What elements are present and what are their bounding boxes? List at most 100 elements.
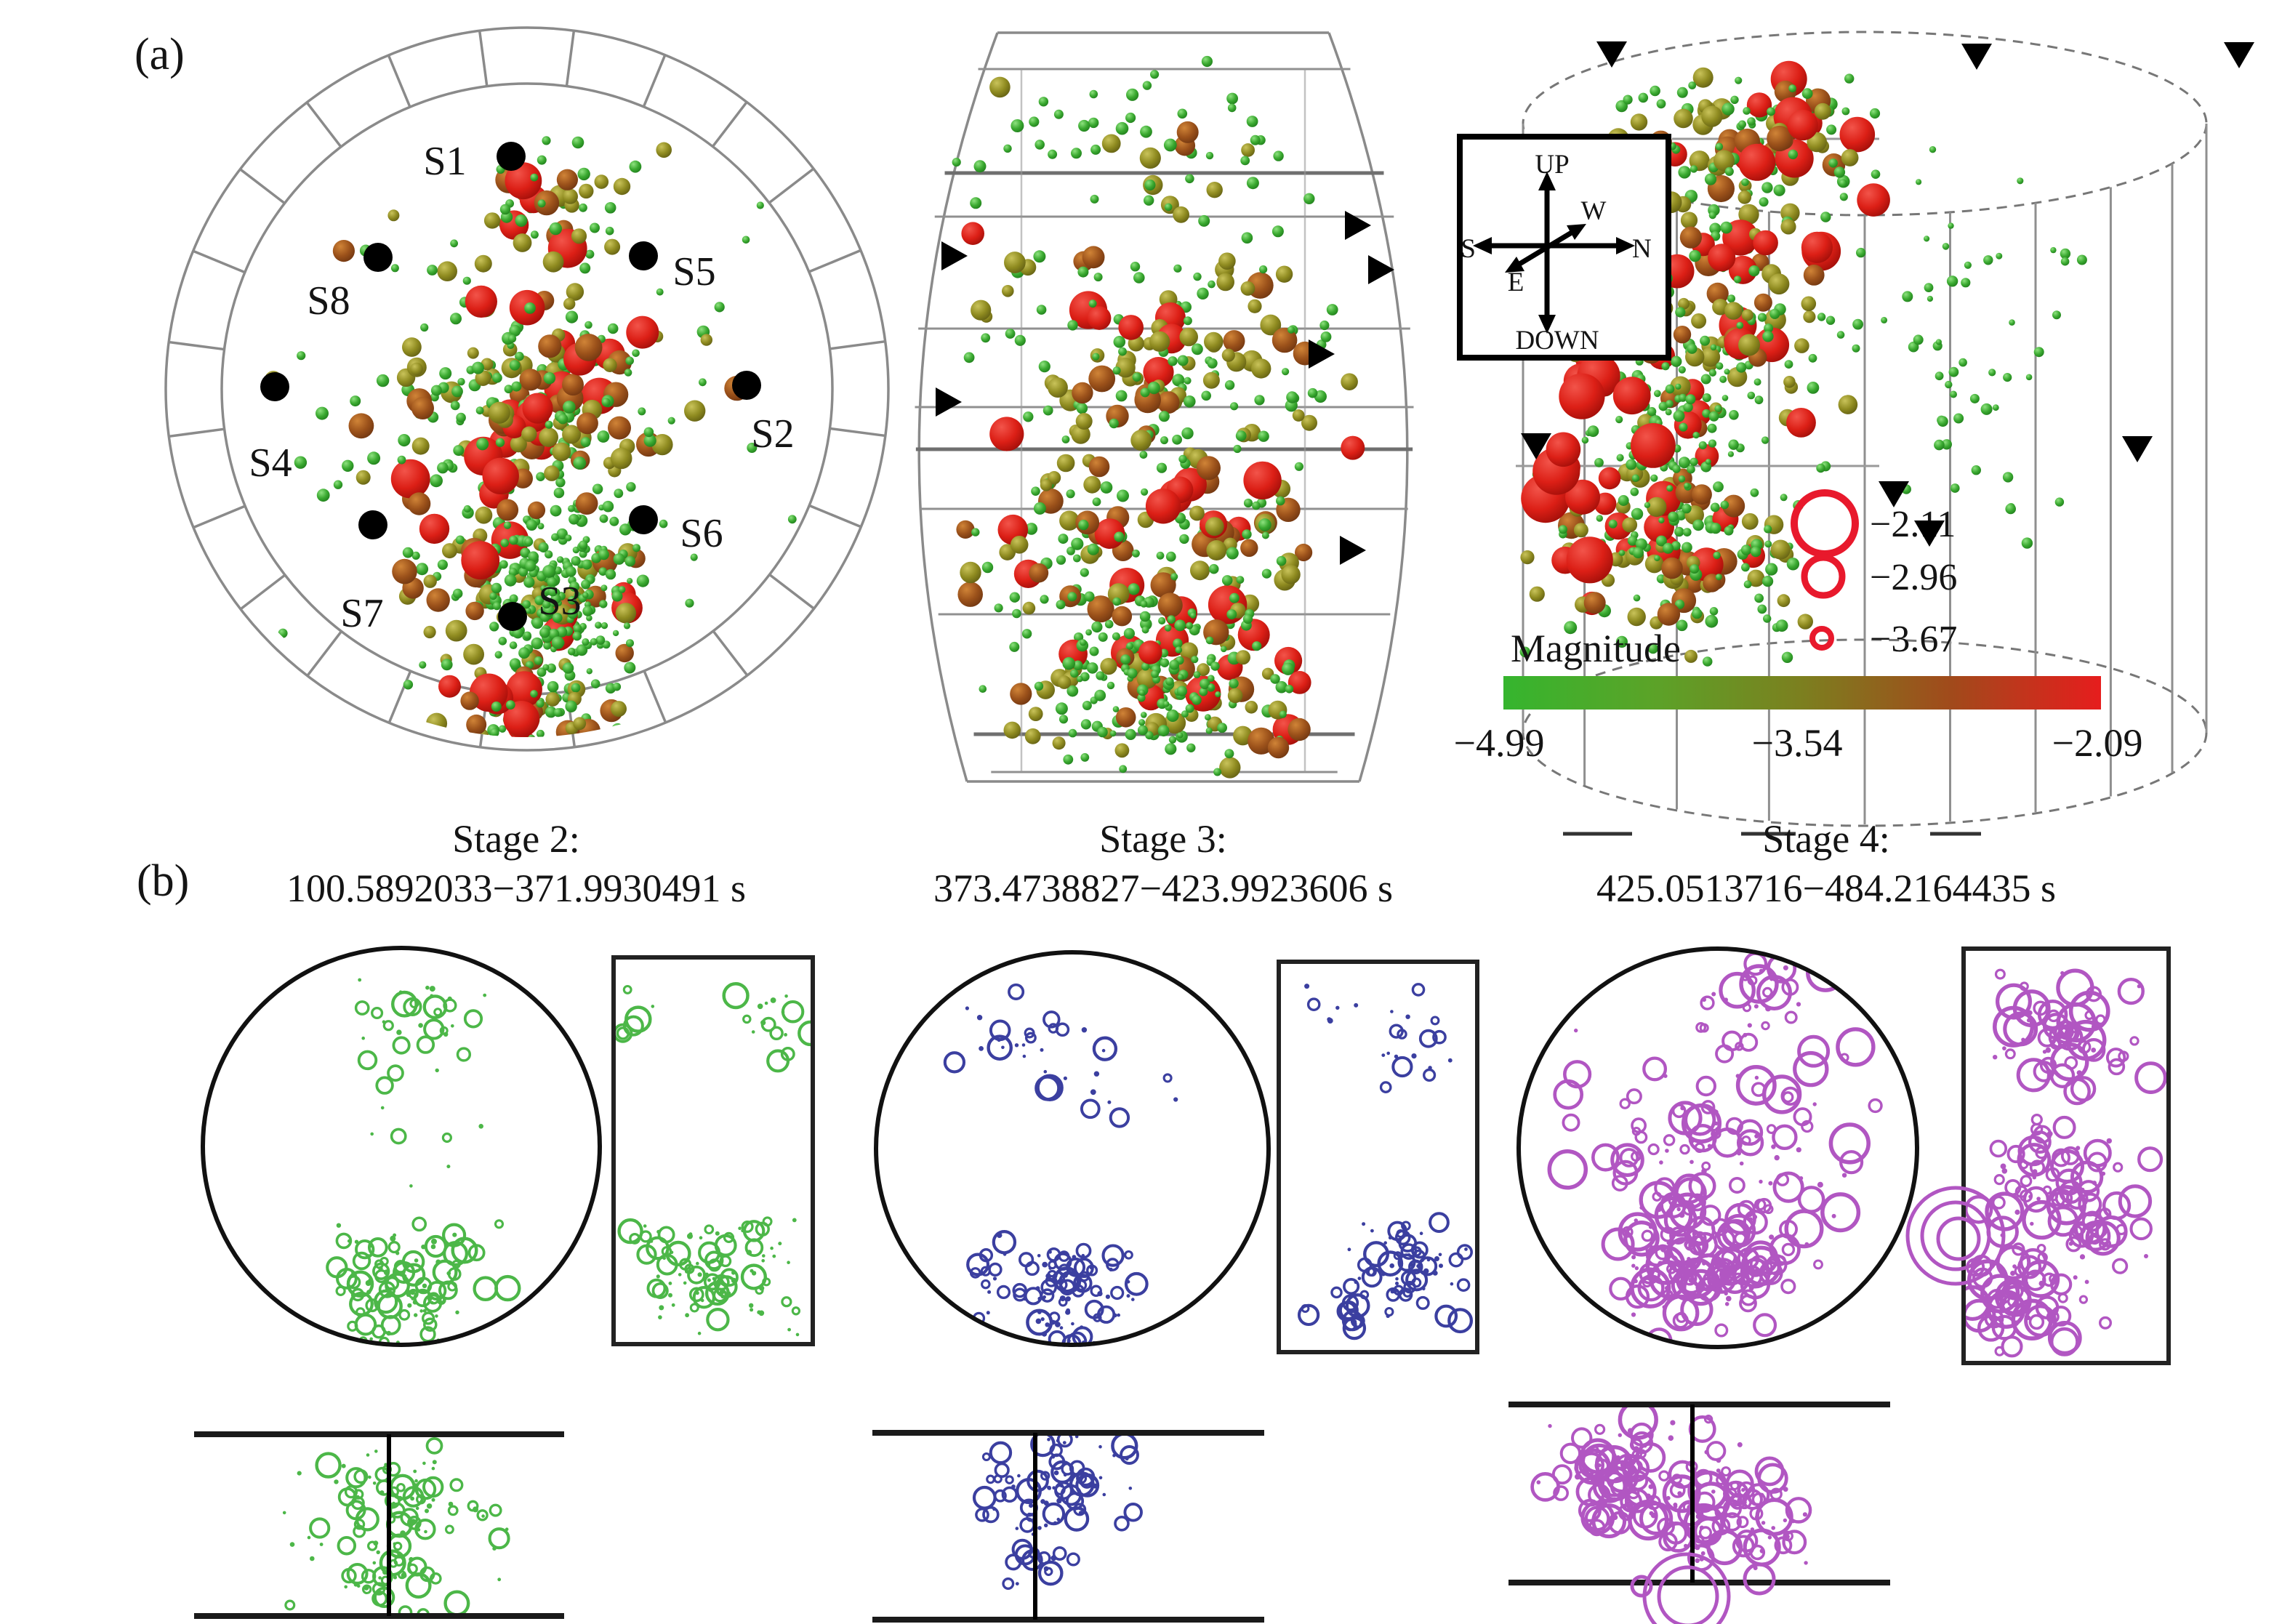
ae-event (1096, 671, 1105, 680)
ae-event (522, 600, 531, 609)
ae-event (1630, 487, 1639, 497)
ae-event (1040, 1499, 1045, 1504)
ae-event (441, 1132, 453, 1143)
ae-event (316, 406, 329, 420)
ae-event (1988, 369, 1996, 377)
ae-event (460, 691, 479, 710)
ae-event (778, 1242, 782, 1246)
ae-event (465, 601, 484, 621)
ae-event (491, 582, 502, 594)
ae-event (595, 622, 602, 629)
ae-event (987, 1034, 1013, 1061)
ae-event (643, 1224, 647, 1228)
ae-event (1405, 1269, 1429, 1292)
ae-event (616, 1026, 630, 1040)
cross-section-ring (164, 26, 890, 752)
ae-event (1074, 1436, 1079, 1439)
ae-event (369, 1337, 373, 1341)
ae-event (1201, 55, 1213, 68)
ae-event (1418, 1256, 1438, 1277)
ae-event (1713, 481, 1724, 493)
ae-event (1197, 287, 1209, 300)
ae-event (1937, 416, 1948, 427)
ae-event (1677, 1491, 1682, 1496)
ae-event (611, 723, 624, 736)
ae-event (608, 416, 631, 440)
ae-event (1405, 1014, 1410, 1019)
ae-event (1071, 425, 1090, 444)
sensor-triangle-down-icon (1879, 481, 1909, 507)
ae-event (367, 451, 381, 465)
ae-event (1520, 550, 1535, 565)
ae-event (1052, 1546, 1067, 1561)
ae-event (341, 1463, 346, 1468)
ae-event (1836, 1027, 1876, 1067)
ae-event (1151, 670, 1160, 678)
ae-event (509, 535, 518, 545)
ae-event (651, 1005, 655, 1008)
ae-event (1117, 1313, 1120, 1317)
stage-events (282, 1437, 510, 1615)
ae-event (1124, 1271, 1149, 1296)
ae-event (626, 482, 636, 492)
ae-event (1596, 515, 1603, 522)
ae-event (662, 1256, 666, 1261)
stage-events (1297, 983, 1474, 1340)
ae-event (1040, 1048, 1044, 1052)
ae-event (1838, 395, 1858, 414)
ae-event (992, 1277, 997, 1281)
ae-event (354, 1000, 370, 1016)
ae-event (562, 188, 579, 204)
sensor-dot-s7 (358, 510, 387, 539)
ae-event (989, 1441, 1013, 1465)
ae-event (525, 560, 537, 572)
ae-event (687, 1265, 706, 1285)
ae-event (1673, 1503, 1678, 1507)
ae-event (1359, 1290, 1370, 1300)
ae-event (354, 1313, 377, 1336)
ae-event (1771, 1144, 1776, 1149)
ae-event (1055, 1322, 1061, 1327)
ae-event (1144, 1345, 1149, 1347)
ae-event (1450, 1282, 1454, 1286)
ae-event (1668, 1460, 1698, 1490)
ae-event (1644, 512, 1675, 542)
ae-event (494, 1219, 505, 1229)
ae-event (1162, 1073, 1173, 1083)
ae-event (1118, 315, 1144, 340)
ae-event (555, 755, 576, 776)
ae-event (696, 1261, 699, 1266)
ae-event (2002, 1046, 2006, 1050)
ae-event (1173, 1097, 1178, 1102)
ae-event (629, 160, 642, 173)
ae-event (989, 76, 1011, 98)
ae-event (1071, 148, 1082, 159)
ae-event (692, 1286, 715, 1309)
ae-event (531, 617, 544, 629)
ae-event (656, 288, 664, 296)
ae-event (1053, 1470, 1059, 1476)
ae-event (1077, 266, 1089, 278)
ae-event (1080, 753, 1090, 762)
ae-event (1287, 671, 1311, 694)
ae-event (409, 1184, 413, 1188)
ae-event (1158, 616, 1166, 625)
ae-event (1736, 362, 1747, 373)
ae-event (972, 1485, 997, 1510)
ae-event (504, 385, 513, 394)
ae-event (542, 664, 550, 671)
ae-event (1688, 1172, 1716, 1200)
ae-event (1304, 984, 1310, 989)
ae-event (1647, 643, 1658, 654)
ae-event (2113, 1162, 2124, 1173)
ae-event (787, 1261, 790, 1264)
ae-event (1971, 465, 1981, 475)
ae-event (1721, 1466, 1732, 1477)
ae-event (457, 377, 465, 386)
ae-event (1071, 537, 1084, 550)
ae-event (1101, 1244, 1125, 1267)
ae-event (569, 581, 580, 592)
ae-event (2033, 347, 2044, 358)
ae-event (510, 435, 527, 453)
ae-event (704, 1250, 724, 1271)
